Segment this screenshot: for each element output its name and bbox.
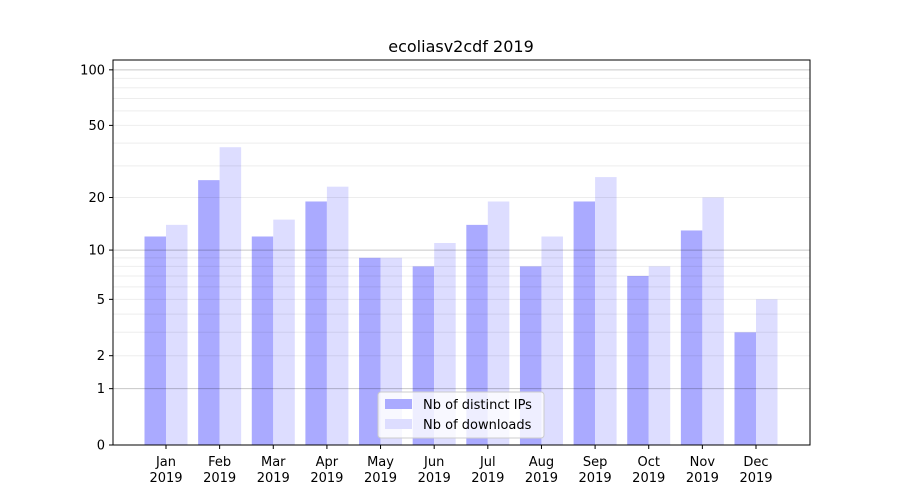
x-tick-label: Oct 2019 [632,455,665,486]
legend-label-downloads: Nb of downloads [423,418,532,433]
bar-distinct-ips [305,201,327,445]
bar-distinct-ips [627,275,649,445]
bar-downloads [487,201,510,445]
x-axis: Jan 2019 Feb 2019 Mar 2019 Apr 2019 May 2019 Jun 20… [149,445,773,486]
y-tick-label: 100 [80,63,105,78]
bar-distinct-ips [251,236,274,445]
chart-title: ecoliasv2cdf 2019 [388,37,534,56]
bar-downloads [219,147,242,445]
y-tick-label: 1 [97,382,105,397]
legend: Nb of distinct IPs Nb of downloads [377,391,545,439]
y-tick-label: 5 [97,293,105,308]
bar-distinct-ips [198,180,220,445]
bar-distinct-ips [573,201,596,445]
grid-overlay [113,69,810,390]
legend-box [377,391,545,439]
x-tick-label: Aug 2019 [525,455,558,486]
bar-downloads [648,266,671,445]
y-axis: 0 1 2 5 10 20 50 100 [80,63,113,454]
x-tick-label: Apr 2019 [310,455,343,486]
x-tick-label: Sep 2019 [579,455,612,486]
bar-distinct-ips [144,236,166,445]
legend-swatch-downloads [385,419,412,429]
x-tick-label: Jun 2019 [418,455,451,486]
y-tick-label: 10 [88,244,105,259]
x-tick-label: Jan 2019 [149,455,182,486]
y-tick-label: 0 [97,439,105,454]
bar-downloads [273,219,295,445]
x-tick-label: Dec 2019 [739,455,772,486]
x-tick-label: Nov 2019 [686,455,719,486]
bar-distinct-ips [734,332,756,445]
bar-downloads [595,177,617,445]
plot-frame [112,59,811,446]
bar-downloads [326,186,349,446]
x-tick-label: Feb 2019 [203,455,236,486]
bar-downloads [166,224,188,445]
y-tick-label: 2 [97,349,105,364]
bar-distinct-ips [466,224,488,445]
bar-downloads [541,236,563,445]
legend-label-ips: Nb of distinct IPs [423,398,532,413]
x-tick-label: May 2019 [364,455,397,486]
x-tick-label: Mar 2019 [257,455,290,486]
legend-swatch-ips [385,399,412,409]
y-tick-label: 20 [88,191,105,206]
bar-distinct-ips [359,257,381,445]
y-tick-label: 50 [88,119,105,134]
bar-downloads [756,299,778,445]
bar-distinct-ips [680,230,703,445]
bar-downloads [702,197,724,445]
x-tick-label: Jul 2019 [471,455,504,486]
